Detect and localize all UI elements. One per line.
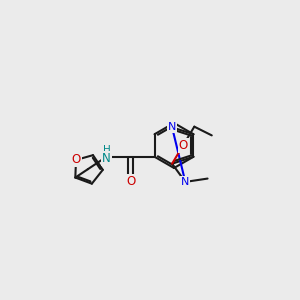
Text: O: O [126, 175, 135, 188]
Text: N: N [102, 152, 111, 165]
Text: H: H [103, 145, 110, 155]
Text: N: N [181, 177, 190, 187]
Text: O: O [71, 153, 81, 167]
Text: O: O [178, 139, 188, 152]
Text: N: N [168, 122, 176, 132]
